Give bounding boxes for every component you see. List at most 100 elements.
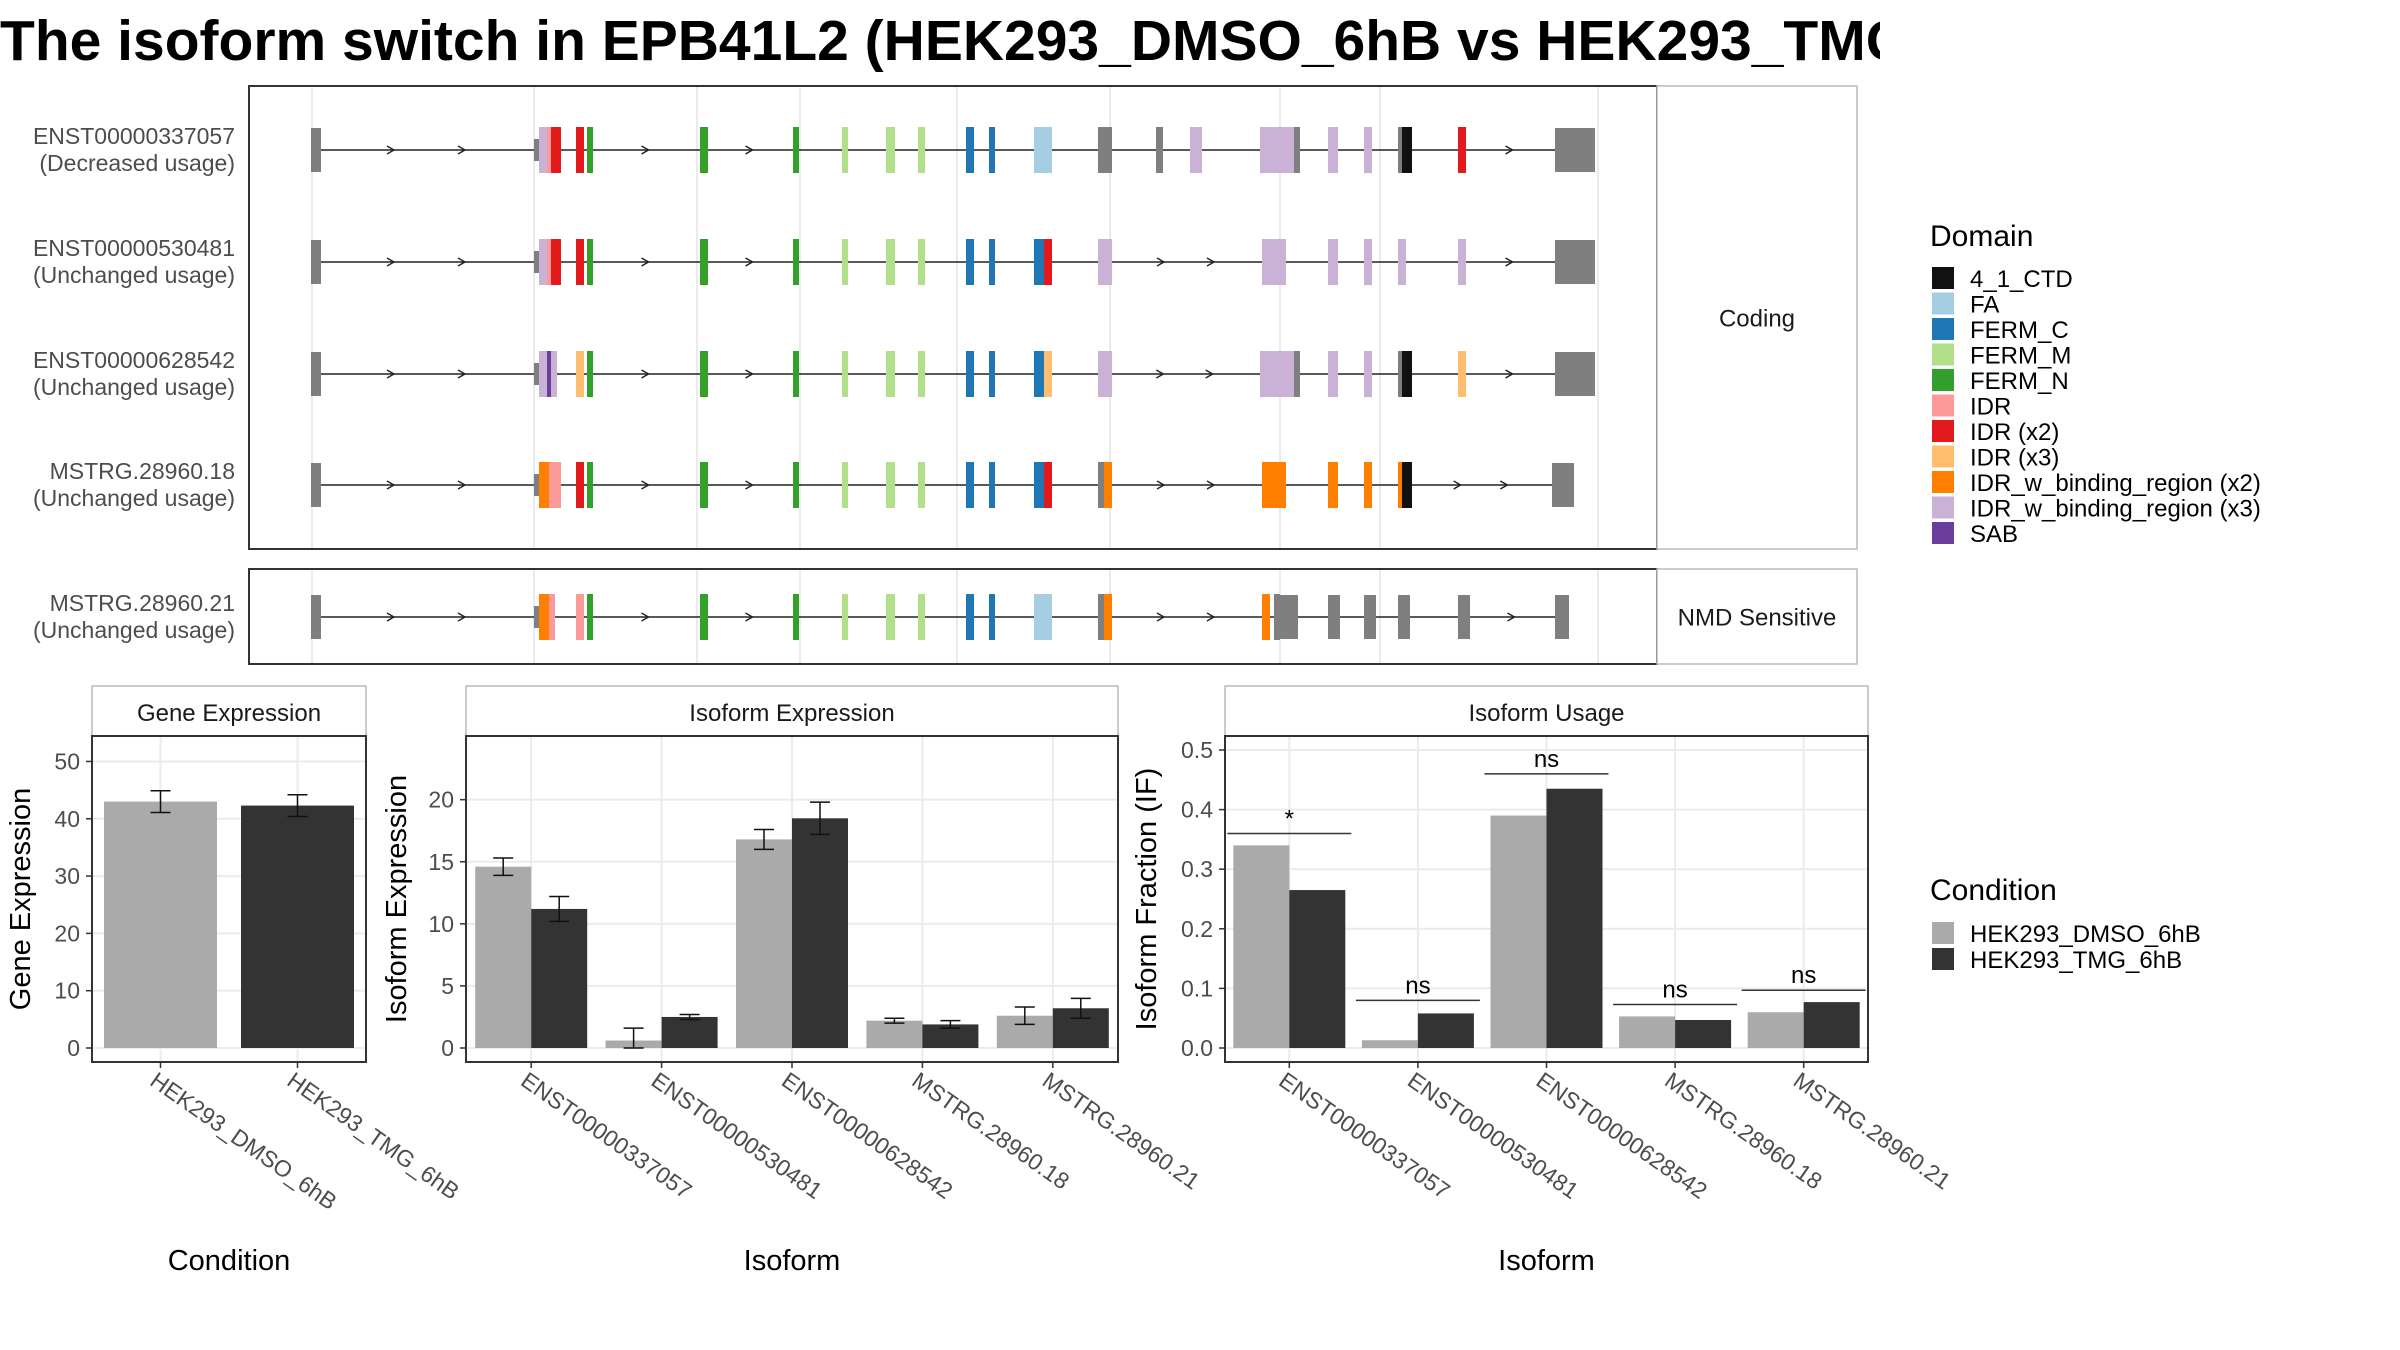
exon-block <box>1098 127 1112 173</box>
intron-arrow <box>1505 145 1514 155</box>
bar <box>736 839 792 1048</box>
isoform-usage-label: (Decreased usage) <box>39 150 235 176</box>
exon-block <box>547 239 551 285</box>
exon-block <box>551 239 561 285</box>
exon-block <box>1098 594 1104 640</box>
y-tick-label: 40 <box>54 806 80 832</box>
exon-block <box>549 594 555 640</box>
bar <box>1747 1012 1804 1048</box>
intron-arrow <box>1156 612 1166 622</box>
x-axis-title: Condition <box>168 1245 291 1277</box>
intron-arrow <box>386 257 396 267</box>
exon-block <box>1044 351 1052 397</box>
exon-block <box>989 239 995 285</box>
exon-block <box>311 352 321 396</box>
exon-block <box>793 594 799 640</box>
domain-legend-label: IDR (x2) <box>1970 419 2059 446</box>
exon-block <box>1398 239 1406 285</box>
exon-block <box>1364 239 1372 285</box>
exon-block <box>918 127 925 173</box>
domain-legend-swatch <box>1932 445 1954 468</box>
exon-block <box>1104 462 1112 508</box>
domain-legend-swatch <box>1932 496 1954 519</box>
y-axis-title: Isoform Fraction (IF) <box>1131 768 1163 1031</box>
bar <box>1619 1016 1676 1048</box>
y-tick-label: 0.4 <box>1181 797 1213 823</box>
y-tick-label: 0 <box>67 1035 80 1061</box>
exon-block <box>1098 239 1112 285</box>
exon-block <box>311 463 321 507</box>
exon-block <box>1034 594 1052 640</box>
exon-block <box>700 239 708 285</box>
significance-label: ns <box>1791 962 1816 989</box>
isoform-row-label: MSTRG.28960.18 <box>50 458 235 484</box>
exon-block <box>1402 351 1412 397</box>
bar <box>241 805 354 1048</box>
intron-arrow <box>745 257 754 267</box>
intron-arrow <box>457 257 467 267</box>
exon-block <box>1458 595 1470 639</box>
intron-arrow <box>1507 612 1516 622</box>
main-title: The isoform switch in EPB41L2 (HEK293_DM… <box>0 9 1880 73</box>
exon-block <box>534 474 539 496</box>
exon-block <box>576 594 584 640</box>
exon-block <box>539 127 547 173</box>
exon-block <box>700 127 708 173</box>
exon-block <box>793 239 799 285</box>
bar <box>661 1016 718 1048</box>
domain-legend-label: IDR_w_binding_region (x3) <box>1970 496 2261 523</box>
exon-block <box>886 239 895 285</box>
exon-block <box>576 351 584 397</box>
y-tick-label: 10 <box>54 978 80 1004</box>
exon-block <box>1262 462 1286 508</box>
domain-legend-swatch <box>1932 420 1954 442</box>
exon-block <box>1398 127 1404 173</box>
intron-arrow <box>745 612 754 622</box>
exon-block <box>1098 351 1112 397</box>
bar-panel-strip <box>465 685 1119 737</box>
structure-panel-bg <box>249 86 1657 549</box>
intron-arrow <box>641 257 650 267</box>
bar <box>922 1024 979 1048</box>
bar-panel-strip <box>91 685 367 737</box>
facet-strip-label: NMD Sensitive <box>1678 605 1837 632</box>
intron-arrow <box>1156 257 1166 267</box>
exon-block <box>587 239 593 285</box>
exon-block <box>989 594 995 640</box>
intron-arrow <box>386 480 396 490</box>
facet-strip-label: Coding <box>1719 306 1795 333</box>
bar <box>1803 1002 1860 1048</box>
bar-panel-title: Isoform Expression <box>689 700 894 727</box>
domain-legend-swatch <box>1932 471 1954 493</box>
bar <box>1289 890 1346 1048</box>
exon-block <box>1262 594 1270 640</box>
domain-legend-swatch <box>1932 292 1954 315</box>
intron-arrow <box>1155 369 1165 379</box>
exon-block <box>1398 351 1404 397</box>
exon-block <box>1328 239 1338 285</box>
exon-block <box>1552 463 1556 507</box>
exon-block <box>1098 462 1104 508</box>
exon-block <box>1294 351 1300 397</box>
bar-plot-border <box>91 735 367 1063</box>
exon-block <box>1328 595 1340 639</box>
exon-block <box>539 351 547 397</box>
isoform-usage-label: (Unchanged usage) <box>33 485 235 511</box>
domain-legend-swatch <box>1932 394 1954 417</box>
exon-block <box>311 128 321 172</box>
intron-arrow <box>641 369 650 379</box>
intron-arrow <box>641 145 650 155</box>
intron-arrow <box>457 612 467 622</box>
exon-block <box>918 351 925 397</box>
bar <box>1546 788 1603 1048</box>
exon-block <box>311 240 321 284</box>
exon-block <box>966 351 974 397</box>
exon-block <box>1458 127 1466 173</box>
intron-arrow <box>1499 480 1509 490</box>
condition-legend-swatch <box>1932 922 1954 944</box>
exon-block <box>886 594 895 640</box>
intron-arrow <box>1205 369 1215 379</box>
exon-block <box>547 351 551 397</box>
exon-block <box>547 127 551 173</box>
